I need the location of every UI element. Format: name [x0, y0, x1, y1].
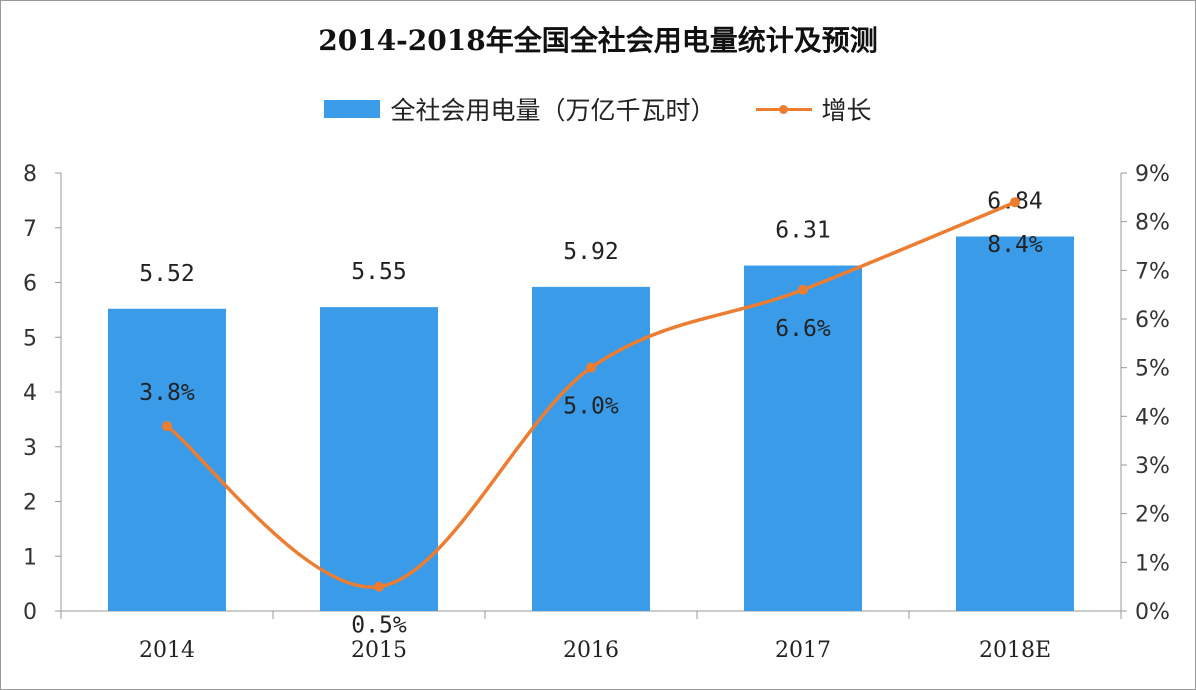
y-right-tick-label: 8% [1135, 211, 1170, 236]
y-left-tick-label: 8 [23, 162, 37, 187]
growth-line [165, 200, 1017, 589]
y-left-tick-label: 1 [23, 545, 37, 570]
y-left-tick-label: 5 [23, 326, 37, 351]
y-left-tick-label: 3 [23, 436, 37, 461]
growth-data-label: 8.4% [987, 232, 1043, 258]
bar [108, 308, 226, 611]
growth-data-label: 5.0% [563, 394, 619, 420]
growth-point [798, 284, 808, 295]
legend-item-consumption: 全社会用电量（万亿千瓦时） [324, 91, 716, 127]
legend-bar-swatch [324, 100, 381, 118]
chart-title: 2014-2018年全国全社会用电量统计及预测 [318, 24, 878, 57]
bar [744, 265, 862, 611]
bar-data-label: 6.31 [775, 218, 830, 244]
legend-label-consumption: 全社会用电量（万亿千瓦时） [390, 96, 716, 125]
legend-line-swatch [755, 100, 812, 118]
growth-point [1010, 197, 1020, 208]
growth-point [586, 362, 596, 373]
y-left-tick-label: 2 [23, 491, 37, 516]
y-right-tick-label: 1% [1135, 551, 1170, 576]
y-right-tick-label: 7% [1135, 259, 1170, 284]
growth-data-label: 6.6% [775, 316, 831, 342]
y-left-tick-label: 7 [23, 217, 37, 242]
legend: 全社会用电量（万亿千瓦时） 增长 [1, 89, 1195, 129]
x-tick-label: 2014 [139, 638, 195, 663]
legend-item-growth: 增长 [755, 91, 872, 127]
y-right-tick-label: 4% [1135, 405, 1170, 430]
bar-data-label: 5.55 [351, 259, 406, 285]
bar-data-label: 5.52 [139, 261, 194, 287]
y-right-tick-label: 9% [1135, 162, 1170, 187]
y-right-tick-label: 5% [1135, 357, 1170, 382]
legend-label-growth: 增长 [821, 96, 872, 125]
growth-point [374, 581, 384, 592]
bar [956, 236, 1074, 611]
y-right-tick-label: 6% [1135, 308, 1170, 333]
bar [320, 307, 438, 611]
x-tick-label: 2016 [563, 638, 619, 663]
y-left-tick-label: 4 [23, 381, 37, 406]
growth-point [162, 421, 172, 432]
x-tick-label: 2017 [775, 638, 831, 663]
y-right-tick-label: 3% [1135, 454, 1170, 479]
growth-data-label: 3.8% [139, 380, 195, 406]
y-left-tick-label: 6 [23, 272, 37, 297]
y-right-tick-label: 2% [1135, 503, 1170, 528]
y-right-tick-label: 0% [1135, 600, 1170, 625]
x-tick-label: 2018E [979, 638, 1051, 663]
growth-data-label: 0.5% [351, 613, 407, 639]
bar-data-label: 5.92 [563, 239, 618, 265]
y-left-tick-label: 0 [23, 600, 37, 625]
x-tick-label: 2015 [351, 638, 407, 663]
bar [532, 286, 650, 611]
